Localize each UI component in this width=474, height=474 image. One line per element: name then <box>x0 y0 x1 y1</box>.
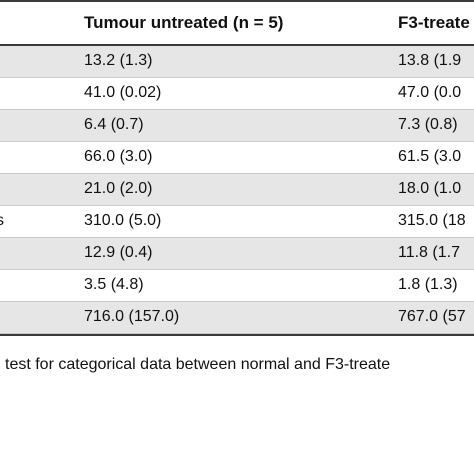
cell-f3-treated: 13.8 (1.9 <box>398 52 462 69</box>
cell-f3-treated: 18.0 (1.0 <box>398 180 462 197</box>
cell-f3-treated: 1.8 (1.3) <box>398 276 458 293</box>
table-row: 13.2 (1.3) 13.8 (1.9 <box>0 46 474 78</box>
row-stub: s <box>0 212 4 229</box>
header-tumour-untreated: Tumour untreated (n = 5) <box>84 13 284 32</box>
table-row: 41.0 (0.02) 47.0 (0.0 <box>0 78 474 110</box>
table-row: s 310.0 (5.0) 315.0 (18 <box>0 206 474 238</box>
table-bottom-rule <box>0 334 474 336</box>
table-row: 21.0 (2.0) 18.0 (1.0 <box>0 174 474 206</box>
cell-tumour-untreated: 716.0 (157.0) <box>84 308 180 325</box>
cell-tumour-untreated: 13.2 (1.3) <box>84 52 153 69</box>
cell-f3-treated: 61.5 (3.0 <box>398 148 462 165</box>
cell-tumour-untreated: 310.0 (5.0) <box>84 212 162 229</box>
table-row: 3.5 (4.8) 1.8 (1.3) <box>0 270 474 302</box>
table-header-row: Tumour untreated (n = 5) F3-treate <box>0 2 474 44</box>
table-row: 6.4 (0.7) 7.3 (0.8) <box>0 110 474 142</box>
header-rule <box>0 44 474 46</box>
cell-tumour-untreated: 3.5 (4.8) <box>84 276 144 293</box>
cell-tumour-untreated: 41.0 (0.02) <box>84 84 162 101</box>
table-row: 66.0 (3.0) 61.5 (3.0 <box>0 142 474 174</box>
cell-tumour-untreated: 21.0 (2.0) <box>84 180 153 197</box>
cell-tumour-untreated: 6.4 (0.7) <box>84 116 144 133</box>
cell-f3-treated: 11.8 (1.7 <box>398 244 460 261</box>
cell-f3-treated: 315.0 (18 <box>398 212 466 229</box>
table-footnote: test for categorical data between normal… <box>5 356 391 373</box>
cell-f3-treated: 47.0 (0.0 <box>398 84 462 101</box>
cell-f3-treated: 767.0 (57 <box>398 308 466 325</box>
table-row: 716.0 (157.0) 767.0 (57 <box>0 302 474 334</box>
cell-tumour-untreated: 66.0 (3.0) <box>84 148 153 165</box>
table-top-rule <box>0 0 474 2</box>
cell-tumour-untreated: 12.9 (0.4) <box>84 244 153 261</box>
table-row: 12.9 (0.4) 11.8 (1.7 <box>0 238 474 270</box>
header-f3-treated: F3-treate <box>398 13 470 32</box>
cell-f3-treated: 7.3 (0.8) <box>398 116 458 133</box>
table-body: 13.2 (1.3) 13.8 (1.9 41.0 (0.02) 47.0 (0… <box>0 46 474 334</box>
